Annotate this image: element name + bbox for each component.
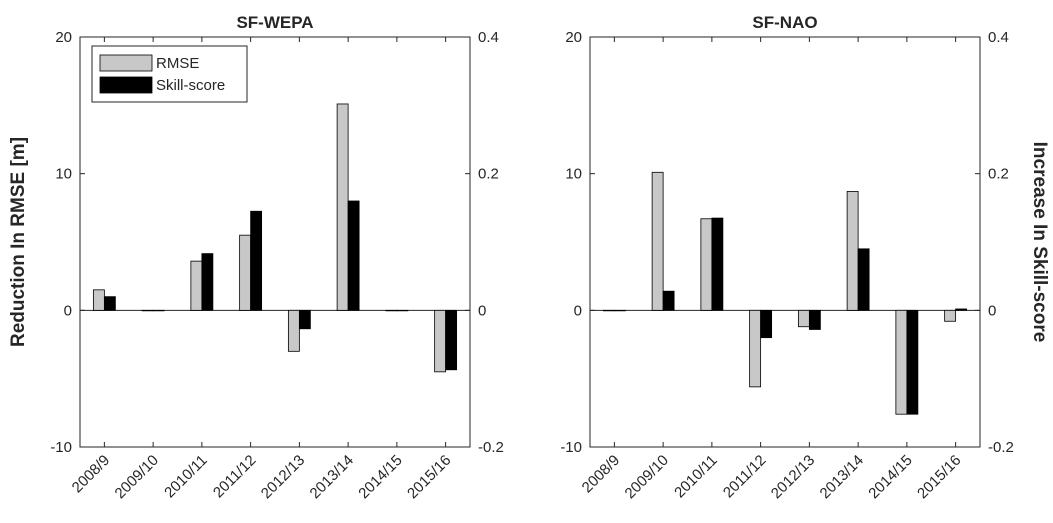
- bar-skill-score-4: [760, 309, 773, 339]
- y-tick-label: -10: [50, 439, 72, 456]
- plot-area: [589, 36, 981, 448]
- y-tick-label: 20: [565, 29, 582, 46]
- x-tick-label: 2012/13: [258, 452, 308, 502]
- legend-swatch-skill-score: [99, 76, 153, 94]
- y-axis-label: Reduction In RMSE [m]: [8, 137, 29, 347]
- bar-rmse-4: [749, 309, 762, 388]
- y2-tick-label: 0: [988, 302, 996, 319]
- bar-rmse-3: [700, 218, 713, 311]
- bar-skill-score-5: [298, 309, 311, 330]
- legend-swatch-rmse: [99, 54, 153, 72]
- bar-skill-score-2: [662, 290, 675, 311]
- bar-skill-score-8: [445, 309, 458, 371]
- y-tick-label: 10: [565, 166, 582, 183]
- x-tick-label: 2011/12: [210, 452, 260, 502]
- x-tick-label: 2014/15: [355, 452, 405, 502]
- bar-rmse-2: [651, 171, 664, 311]
- x-tick-label: 2015/16: [914, 452, 964, 502]
- x-tick-label: 2015/16: [404, 452, 454, 502]
- legend-label: Skill-score: [156, 77, 225, 94]
- bar-rmse-4: [239, 234, 252, 311]
- bar-rmse-2: [141, 309, 154, 312]
- bar-skill-score-4: [250, 210, 263, 311]
- x-tick-label: 2013/14: [307, 452, 357, 502]
- y-tick-label: -10: [560, 439, 582, 456]
- bar-skill-score-3: [201, 253, 214, 311]
- y2-tick-label: 0: [478, 302, 486, 319]
- bar-rmse-5: [797, 309, 810, 328]
- bar-skill-score-7: [396, 309, 409, 312]
- chart-title: SF-WEPA: [236, 13, 313, 32]
- bar-skill-score-7: [906, 309, 919, 415]
- y2-tick-label: 0.2: [988, 166, 1009, 183]
- bar-rmse-8: [944, 309, 957, 322]
- bar-skill-score-6: [857, 248, 870, 311]
- x-tick-label: 2012/13: [768, 452, 818, 502]
- chart-title: SF-NAO: [752, 13, 817, 32]
- x-tick-label: 2010/11: [161, 452, 211, 502]
- x-tick-label: 2008/9: [579, 452, 623, 496]
- bar-skill-score-2: [152, 309, 165, 312]
- y2-tick-label: 0.4: [988, 29, 1009, 46]
- bar-rmse-3: [190, 260, 203, 311]
- x-tick-label: 2009/10: [622, 452, 672, 502]
- bar-rmse-5: [287, 309, 300, 352]
- bar-rmse-1: [602, 309, 615, 312]
- x-tick-label: 2011/12: [720, 452, 770, 502]
- y2-tick-label: 0.2: [478, 166, 499, 183]
- x-tick-label: 2014/15: [865, 452, 915, 502]
- y2-tick-label: -0.2: [478, 439, 504, 456]
- bar-rmse-6: [336, 103, 349, 311]
- bar-skill-score-1: [613, 309, 626, 312]
- y2-tick-label: -0.2: [988, 439, 1014, 456]
- y-tick-label: 0: [574, 302, 582, 319]
- y2-axis-label: Increase In Skill-score: [1029, 142, 1050, 343]
- bar-rmse-7: [895, 309, 908, 415]
- bar-rmse-1: [92, 289, 105, 311]
- x-tick-label: 2008/9: [69, 452, 113, 496]
- legend-label: RMSE: [156, 55, 199, 72]
- y-tick-label: 10: [55, 166, 72, 183]
- bar-skill-score-1: [103, 296, 116, 311]
- bar-skill-score-8: [955, 308, 968, 311]
- bar-rmse-8: [434, 309, 447, 373]
- legend: RMSE Skill-score: [91, 45, 248, 103]
- y2-tick-label: 0.4: [478, 29, 499, 46]
- x-tick-label: 2010/11: [671, 452, 721, 502]
- y-tick-label: 20: [55, 29, 72, 46]
- bar-rmse-7: [385, 309, 398, 312]
- x-tick-label: 2009/10: [112, 452, 162, 502]
- y-tick-label: 0: [64, 302, 72, 319]
- plot-area: [79, 36, 471, 448]
- bar-skill-score-3: [711, 217, 724, 311]
- bar-rmse-6: [846, 191, 859, 311]
- x-tick-label: 2013/14: [817, 452, 867, 502]
- bar-skill-score-5: [808, 309, 821, 330]
- bar-skill-score-6: [347, 200, 360, 311]
